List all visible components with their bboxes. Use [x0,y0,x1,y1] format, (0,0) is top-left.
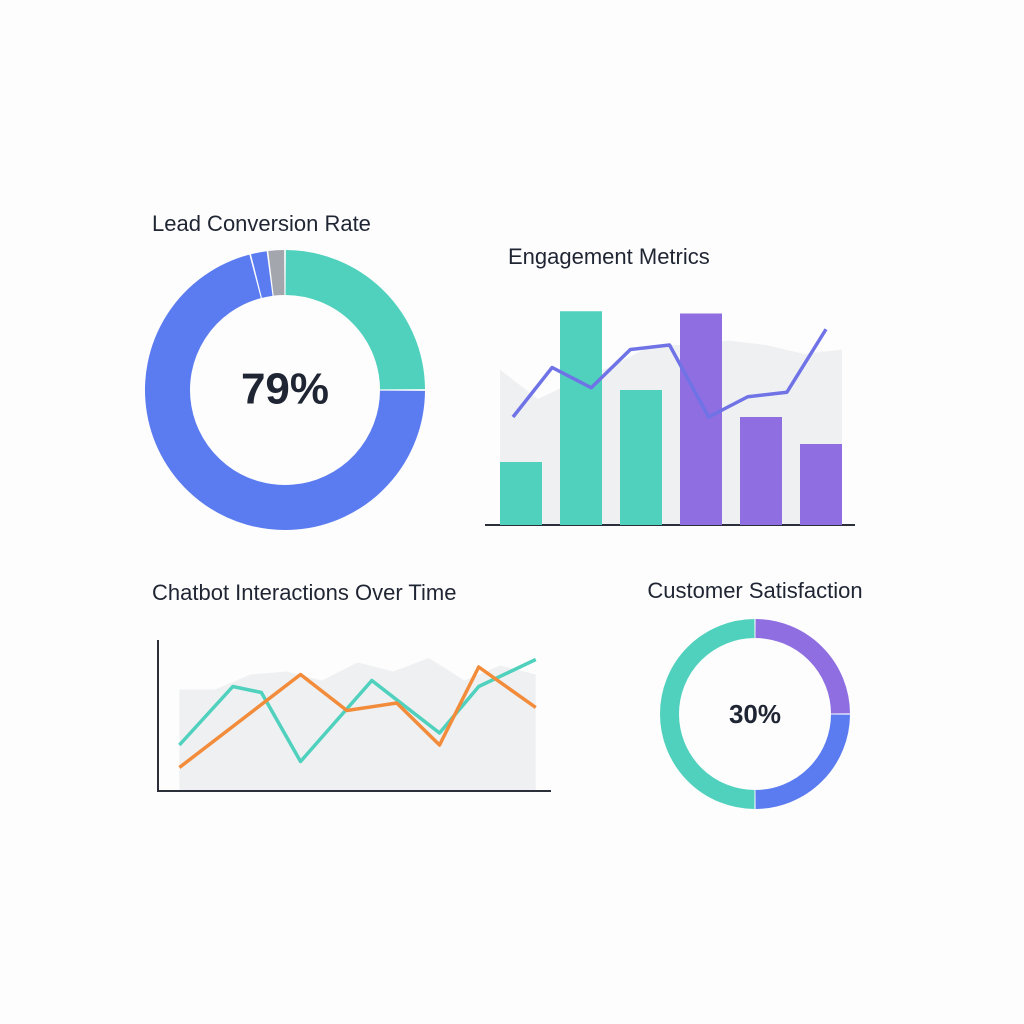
center-label: 79% [241,365,329,414]
donut-segment [268,250,285,296]
bar [560,311,602,525]
chart-title: Engagement Metrics [508,244,710,269]
bar [800,444,842,525]
center-label: 30% [729,699,781,729]
donut-segment [660,619,755,809]
donut-segment [145,254,425,530]
background-area [179,658,536,790]
bar [500,462,542,525]
series-line [178,665,537,769]
donut-segment [250,251,273,298]
donut-segment [755,619,850,714]
chart-title: Customer Satisfaction [647,578,862,603]
chart-title: Chatbot Interactions Over Time [152,580,456,605]
donut-segment [755,714,850,809]
chart-title: Lead Conversion Rate [152,211,371,236]
bar [620,390,662,525]
series-line [178,657,537,764]
bar [740,417,782,525]
bar [680,313,722,525]
overlay-line [511,328,828,419]
donut-segment [284,250,425,391]
